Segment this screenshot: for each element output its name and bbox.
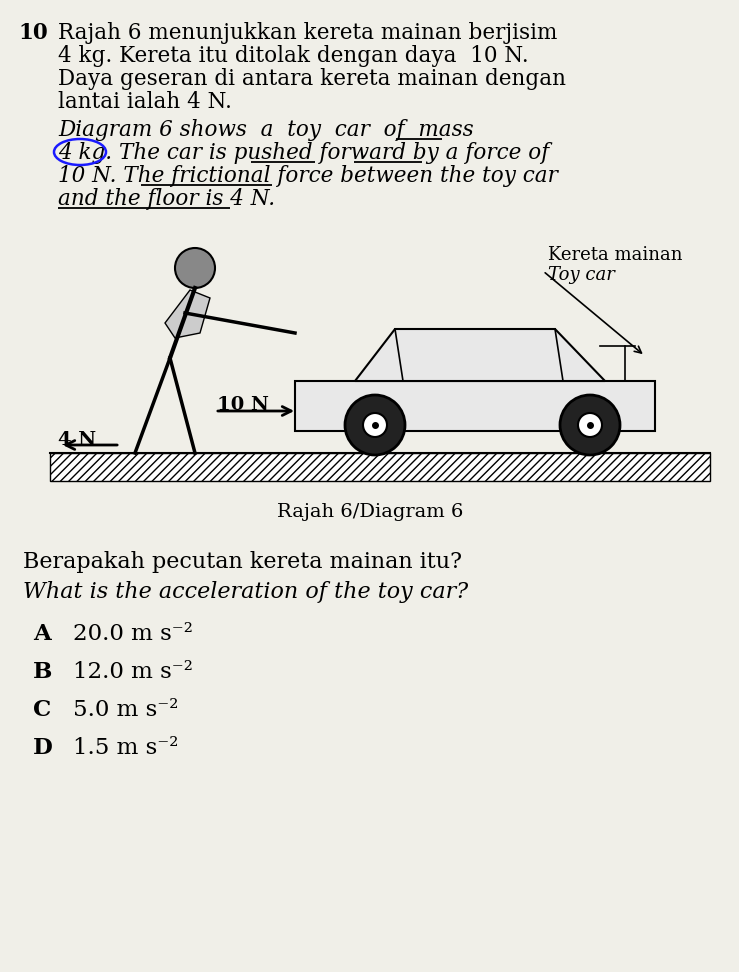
Text: D: D bbox=[33, 737, 53, 759]
Text: 20.0 m s⁻²: 20.0 m s⁻² bbox=[73, 623, 193, 645]
Text: B: B bbox=[33, 661, 52, 683]
Polygon shape bbox=[355, 329, 605, 381]
Circle shape bbox=[345, 395, 405, 455]
Text: Rajah 6 menunjukkan kereta mainan berjisim: Rajah 6 menunjukkan kereta mainan berjis… bbox=[58, 22, 557, 44]
Text: 4 N: 4 N bbox=[58, 431, 96, 449]
Text: 10: 10 bbox=[18, 22, 48, 44]
Circle shape bbox=[363, 413, 387, 437]
Text: 5.0 m s⁻²: 5.0 m s⁻² bbox=[73, 699, 179, 721]
Text: C: C bbox=[33, 699, 51, 721]
Text: Berapakah pecutan kereta mainan itu?: Berapakah pecutan kereta mainan itu? bbox=[23, 551, 462, 573]
Circle shape bbox=[560, 395, 620, 455]
Text: Daya geseran di antara kereta mainan dengan: Daya geseran di antara kereta mainan den… bbox=[58, 68, 566, 90]
Text: lantai ialah 4 N.: lantai ialah 4 N. bbox=[58, 91, 232, 113]
Text: 10 N. The ​frictional force​ between the toy car: 10 N. The ​frictional force​ between the… bbox=[58, 165, 558, 187]
Text: Rajah 6/Diagram 6: Rajah 6/Diagram 6 bbox=[277, 503, 463, 521]
Circle shape bbox=[175, 248, 215, 288]
Text: 4 kg. The car is pushed ​forward​ by a ​force of: 4 kg. The car is pushed ​forward​ by a ​… bbox=[58, 142, 549, 164]
Text: 12.0 m s⁻²: 12.0 m s⁻² bbox=[73, 661, 193, 683]
Text: 4 kg. Kereta itu ditolak dengan daya  10 N.: 4 kg. Kereta itu ditolak dengan daya 10 … bbox=[58, 45, 528, 67]
Polygon shape bbox=[165, 290, 210, 338]
Text: Toy car: Toy car bbox=[548, 266, 615, 284]
Text: Kereta mainan: Kereta mainan bbox=[548, 246, 683, 264]
Bar bbox=[50, 453, 710, 481]
Text: and the floor is 4 N.: and the floor is 4 N. bbox=[58, 188, 275, 210]
Text: What is the acceleration of the toy car?: What is the acceleration of the toy car? bbox=[23, 581, 468, 603]
Text: 1.5 m s⁻²: 1.5 m s⁻² bbox=[73, 737, 179, 759]
Text: Diagram 6 shows  a  toy  car  of  ​mass: Diagram 6 shows a toy car of ​mass bbox=[58, 119, 474, 141]
Text: 10 N: 10 N bbox=[217, 396, 269, 414]
Bar bbox=[50, 453, 710, 481]
Circle shape bbox=[578, 413, 602, 437]
Text: A: A bbox=[33, 623, 51, 645]
Bar bbox=[295, 381, 655, 431]
